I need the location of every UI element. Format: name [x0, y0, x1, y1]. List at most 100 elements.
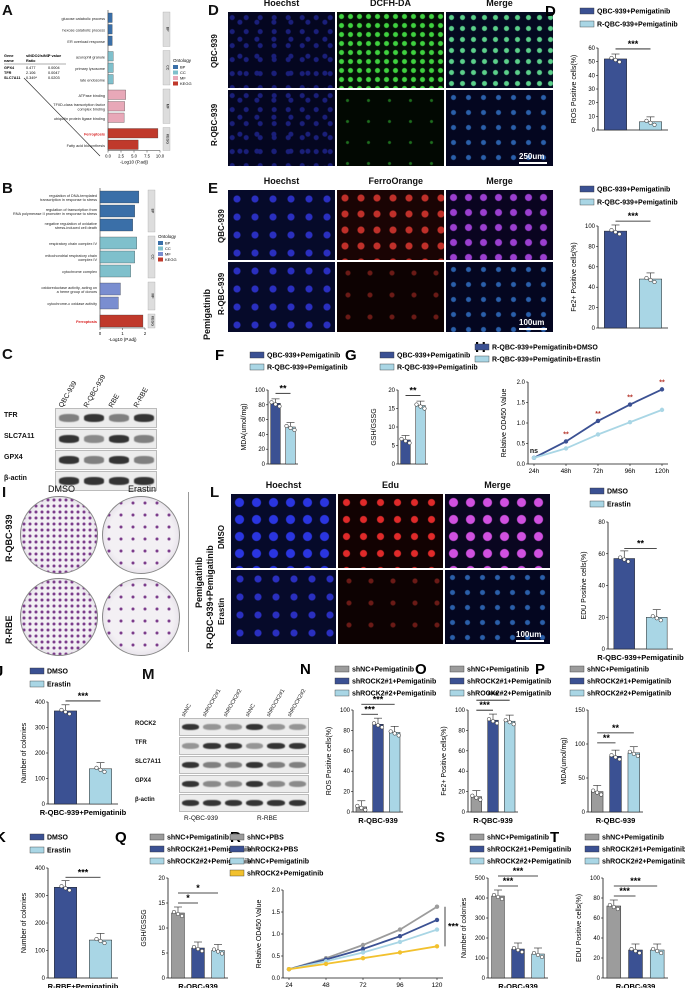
y-tick-label: 20 — [588, 101, 595, 107]
go-term-label: Ferroptosis — [76, 320, 97, 324]
x-tick-label: 72 — [359, 982, 367, 988]
micrograph-tile — [228, 12, 335, 88]
blot-band — [182, 742, 200, 750]
y-tick-label: 100 — [35, 949, 46, 955]
legend-label: shROCK2#2+Pemigatinib — [167, 859, 251, 866]
legend-swatch — [474, 343, 490, 351]
x-axis-label: R-QBC-939 — [596, 816, 636, 825]
chart-panel-label: J — [0, 663, 3, 680]
scale-bar — [519, 328, 547, 330]
data-point — [179, 913, 185, 919]
y-tick-label: 20 — [588, 306, 595, 312]
legend-swatch — [579, 20, 595, 28]
data-point — [519, 949, 525, 955]
legend-swatch — [579, 198, 595, 206]
data-point — [609, 55, 614, 60]
data-point — [499, 896, 505, 902]
data-point — [418, 404, 423, 409]
blot-band — [267, 780, 285, 788]
bar — [604, 230, 627, 329]
y-tick-label: 500 — [475, 876, 486, 882]
blot-row-label: β-actin — [4, 475, 27, 482]
significance-label: ** — [627, 395, 633, 402]
micro-column-label: Hoechst — [265, 480, 302, 490]
significance-label: *** — [448, 922, 459, 932]
culture-dish — [20, 578, 98, 656]
blot-band — [108, 435, 129, 443]
panel-label-d: D — [208, 2, 219, 19]
blot-row-label: TFR — [4, 412, 18, 419]
blot-row-label: GPX4 — [135, 778, 152, 784]
y-tick-label: 0.5 — [517, 442, 526, 448]
y-tick-label: 0 — [42, 802, 46, 808]
legend-swatch — [589, 500, 605, 508]
y-axis-label: Fe2+ Positive cells(%) — [571, 242, 578, 311]
y-tick-label: 0 — [582, 810, 586, 816]
go-bar — [99, 314, 144, 328]
y-axis-label: Number of colonies — [21, 892, 28, 953]
y-tick-label: 40 — [593, 936, 600, 942]
x-tick-label: 24h — [529, 468, 540, 475]
ontology-legend-label: BP — [180, 65, 186, 70]
go-bar — [99, 250, 135, 264]
blot-band — [224, 799, 242, 807]
legend-swatch — [229, 845, 245, 853]
ontology-legend-label: BP — [165, 241, 171, 246]
panel-c-western-blot: QBC-939 R-QBC-939 RBE R-RBE TFR SLC7A11 GPX4 β-… — [0, 340, 205, 491]
data-point — [277, 404, 282, 409]
go-term-label: complex IV — [78, 258, 97, 262]
y-axis-label: EDU Positive cells(%) — [576, 894, 583, 962]
scale-bar-label: 100um — [516, 630, 542, 639]
y-axis-label: Fe2+ Positive cells(%) — [441, 726, 448, 795]
blot-strip — [179, 756, 309, 774]
data-point — [422, 406, 427, 411]
blot-band — [58, 456, 79, 464]
go-tick-label: 5.0 — [131, 154, 137, 159]
y-tick-label: 10 — [158, 926, 165, 932]
go-term-label: regulation of DNA-templated — [49, 194, 97, 198]
series-point — [659, 387, 665, 392]
y-tick-label: 0 — [592, 128, 596, 134]
y-tick-label: 400 — [35, 700, 46, 706]
legend-swatch — [334, 689, 350, 697]
go-term-label: ER overload response — [67, 40, 105, 44]
series-point — [360, 942, 366, 948]
legend-label: shNC+PBS — [247, 835, 284, 842]
data-point — [655, 948, 660, 954]
go-term-label: ATPase binding — [78, 94, 105, 98]
data-point — [535, 952, 541, 958]
blot-row-label: β-actin — [135, 797, 155, 803]
micrograph-tile — [231, 570, 336, 644]
panel-b-go-chart: regulation of DNA-templatedtranscription… — [13, 188, 177, 342]
go-bar — [107, 35, 113, 46]
bar — [639, 278, 662, 329]
bar — [627, 752, 640, 813]
table-cell: GPX4 — [4, 66, 15, 70]
ontology-strip-label: BP — [151, 209, 155, 214]
micrograph-tile — [337, 262, 444, 332]
x-tick-label: 96h — [625, 468, 636, 475]
blot-band — [288, 742, 306, 750]
series-point — [434, 917, 440, 923]
ontology-strip — [162, 50, 171, 86]
legend-swatch — [469, 833, 485, 841]
legend-label: DMSO — [607, 489, 629, 496]
go-x-axis-label: -Log10 (P.adj) — [120, 160, 148, 165]
y-tick-label: 400 — [475, 896, 486, 902]
culture-dish — [102, 578, 180, 656]
y-tick-label: 80 — [588, 244, 595, 250]
y-tick-label: 0 — [602, 647, 606, 653]
y-tick-label: 0 — [592, 326, 596, 332]
blot-band — [288, 799, 306, 807]
legend-swatch — [29, 846, 45, 854]
blot-band — [133, 456, 154, 464]
legend-swatch — [589, 487, 605, 495]
legend-label: shROCK2#2+Pemigatinib — [587, 691, 671, 698]
dish-column-label: Erastin — [128, 484, 157, 494]
blot-row-label: TFR — [135, 740, 147, 746]
blot-strip — [55, 408, 157, 428]
legend-label: QBC-939+Pemigatinib — [597, 9, 670, 16]
blot-band — [224, 742, 242, 750]
